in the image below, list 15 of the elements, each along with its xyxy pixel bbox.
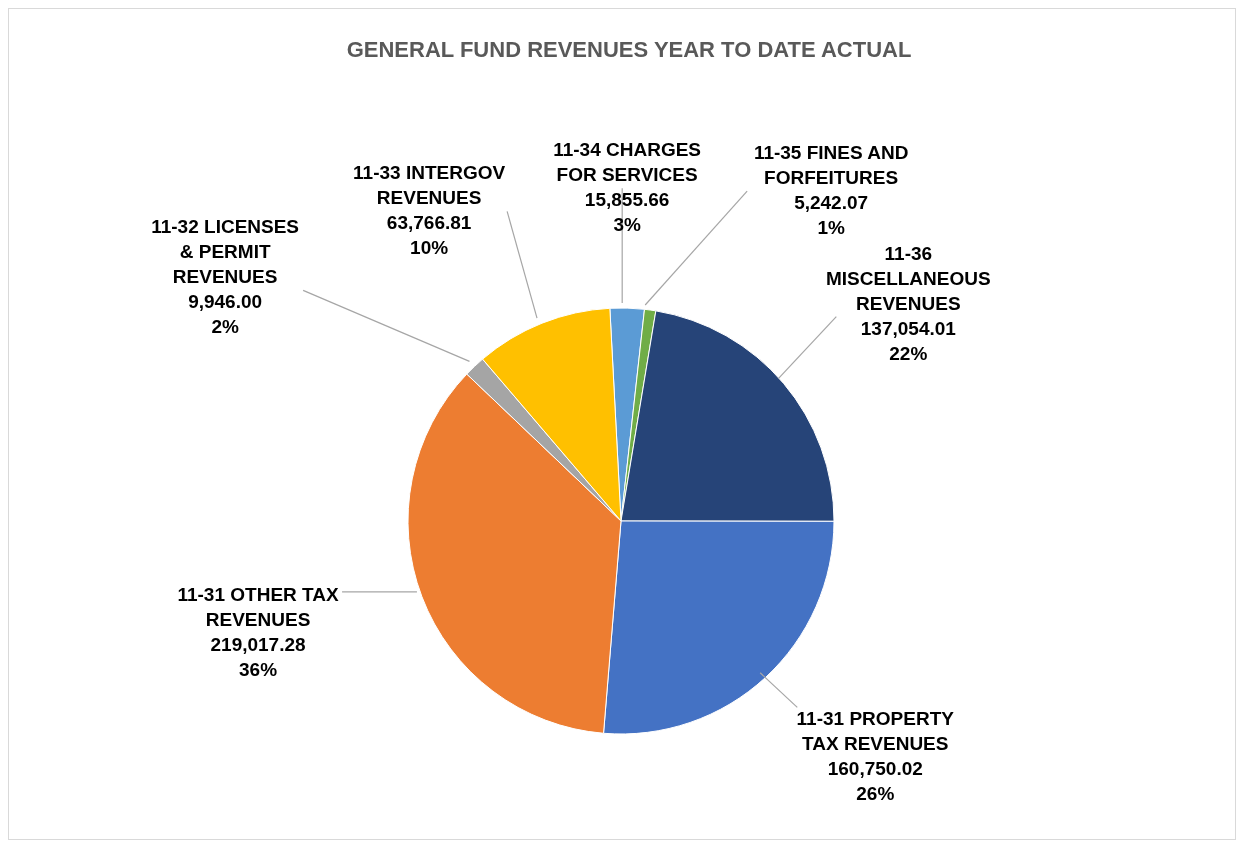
data-label: 15,855.66 3%	[584, 189, 670, 236]
chart-title: GENERAL FUND REVENUES YEAR TO DATE ACTUAL	[346, 37, 912, 62]
slice-label: 11-36 MISCELLANEOUS REVENUES	[825, 242, 991, 314]
slice-label: 11-35 FINES AND FORFEITURES	[753, 142, 909, 189]
data-label: 219,017.28 36%	[210, 633, 306, 680]
slice-label: 11-31 PROPERTY TAX REVENUES	[796, 708, 955, 755]
slice-label: 11-33 INTERGOV REVENUES	[353, 162, 506, 209]
data-label: 9,946.00 2%	[188, 291, 263, 338]
data-label: 160,750.02 26%	[827, 758, 923, 805]
slice-label: 11-31 OTHER TAX REVENUES	[177, 583, 339, 630]
data-label: 137,054.01 22%	[860, 317, 957, 364]
slice-label: 11-34 CHARGES FOR SERVICES	[553, 139, 702, 186]
data-label: 63,766.81 10%	[386, 212, 472, 259]
data-label: 5,242.07 1%	[794, 192, 869, 239]
slice-label: 11-32 LICENSES & PERMIT REVENUES	[151, 216, 300, 288]
